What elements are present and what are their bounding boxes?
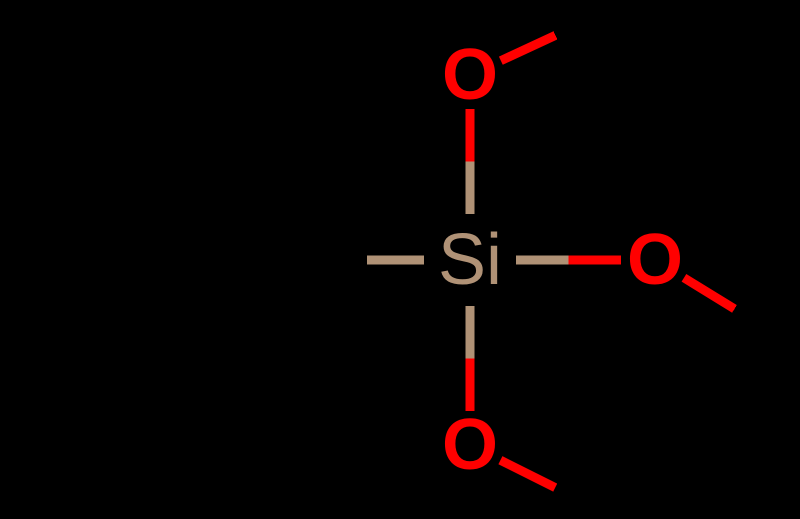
atom-label-si: Si: [438, 220, 502, 300]
atom-label-o_right: O: [627, 220, 683, 300]
molecule-diagram: Si O O O: [0, 0, 800, 519]
atom-label-o_bottom: O: [442, 405, 498, 485]
atom-label-o_top: O: [442, 35, 498, 115]
